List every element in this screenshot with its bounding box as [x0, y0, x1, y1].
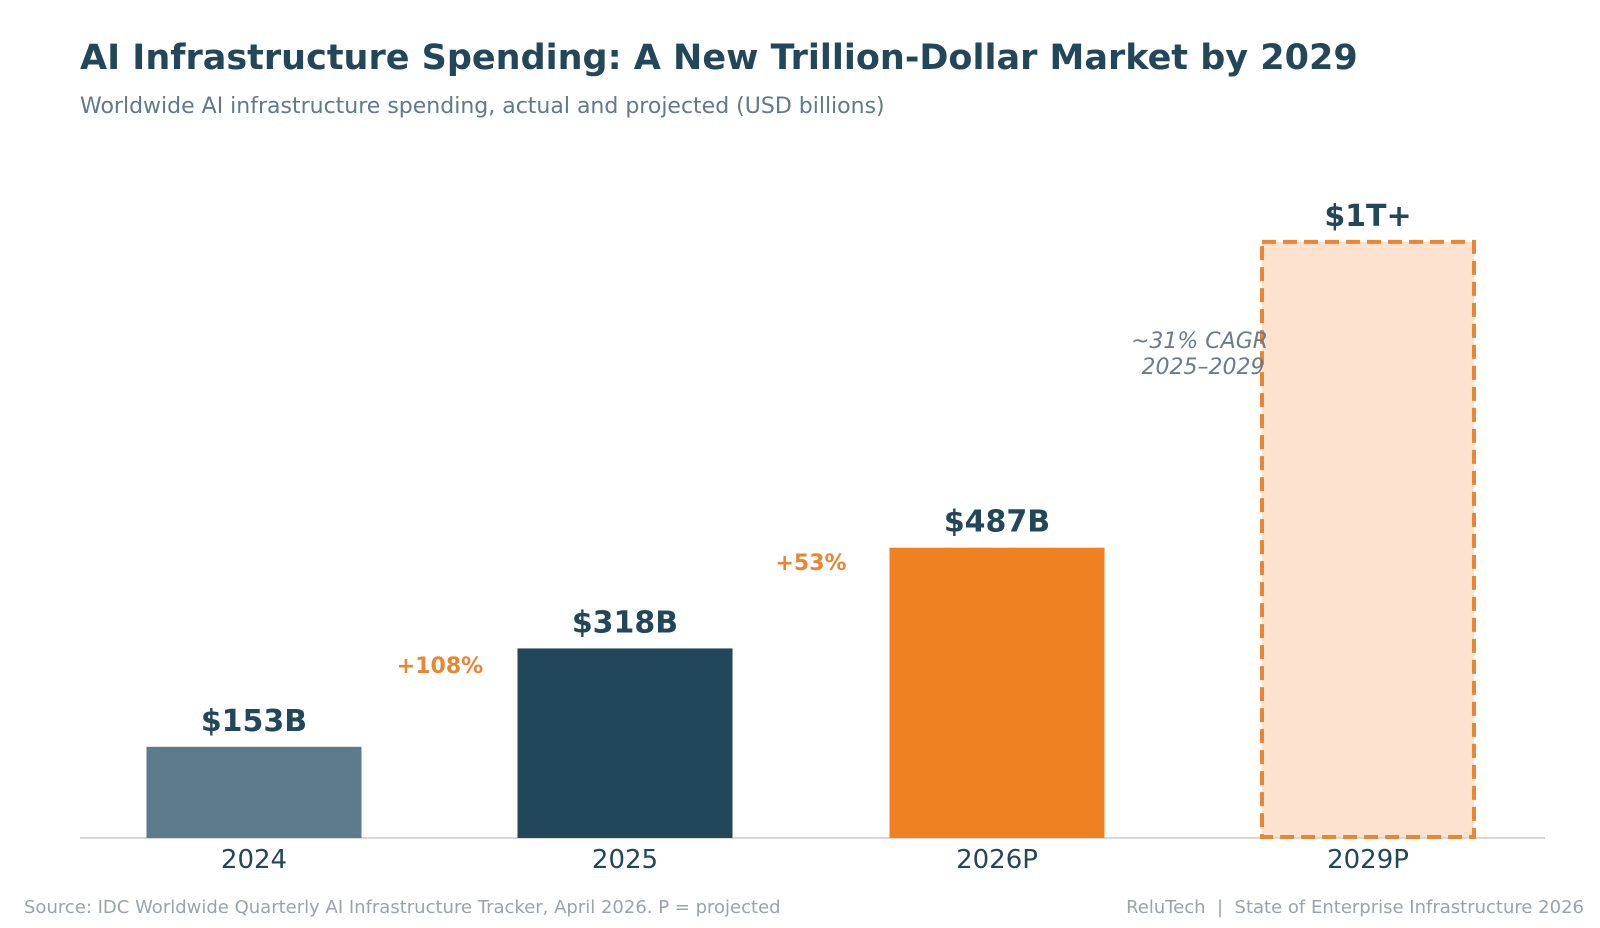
value-label-2026p: $487B	[944, 505, 1050, 540]
cagr-annotation-line1: ~31% CAGR	[1131, 329, 1268, 354]
x-tick-label-2026p: 2026P	[956, 845, 1038, 875]
cagr-annotation-line2: 2025–2029	[1142, 355, 1265, 380]
chart-subtitle: Worldwide AI infrastructure spending, ac…	[80, 94, 885, 119]
growth-label-1: +53%	[775, 551, 846, 576]
value-label-2029p: $1T+	[1324, 199, 1411, 234]
source-note: Source: IDC Worldwide Quarterly AI Infra…	[24, 897, 781, 918]
growth-label-0: +108%	[397, 654, 483, 679]
x-tick-label-2029p: 2029P	[1327, 845, 1409, 875]
bar-2026p	[889, 547, 1105, 838]
chart-title: AI Infrastructure Spending: A New Trilli…	[80, 38, 1358, 78]
value-label-2024: $153B	[201, 704, 307, 739]
bar-2029p	[1260, 239, 1476, 839]
x-tick-label-2024: 2024	[221, 845, 287, 875]
cagr-annotation: ~31% CAGR 2025–2029	[1131, 329, 1275, 380]
credit-note: ReluTech | State of Enterprise Infrastru…	[1126, 897, 1584, 918]
value-label-2025: $318B	[572, 605, 678, 640]
bar-chart: ~31% CAGR 2025–2029 $153B 2024 $318B 2025 $4…	[80, 199, 1545, 875]
x-tick-label-2025: 2025	[592, 845, 658, 875]
bar-2025	[517, 648, 733, 838]
bar-2024	[146, 746, 362, 838]
